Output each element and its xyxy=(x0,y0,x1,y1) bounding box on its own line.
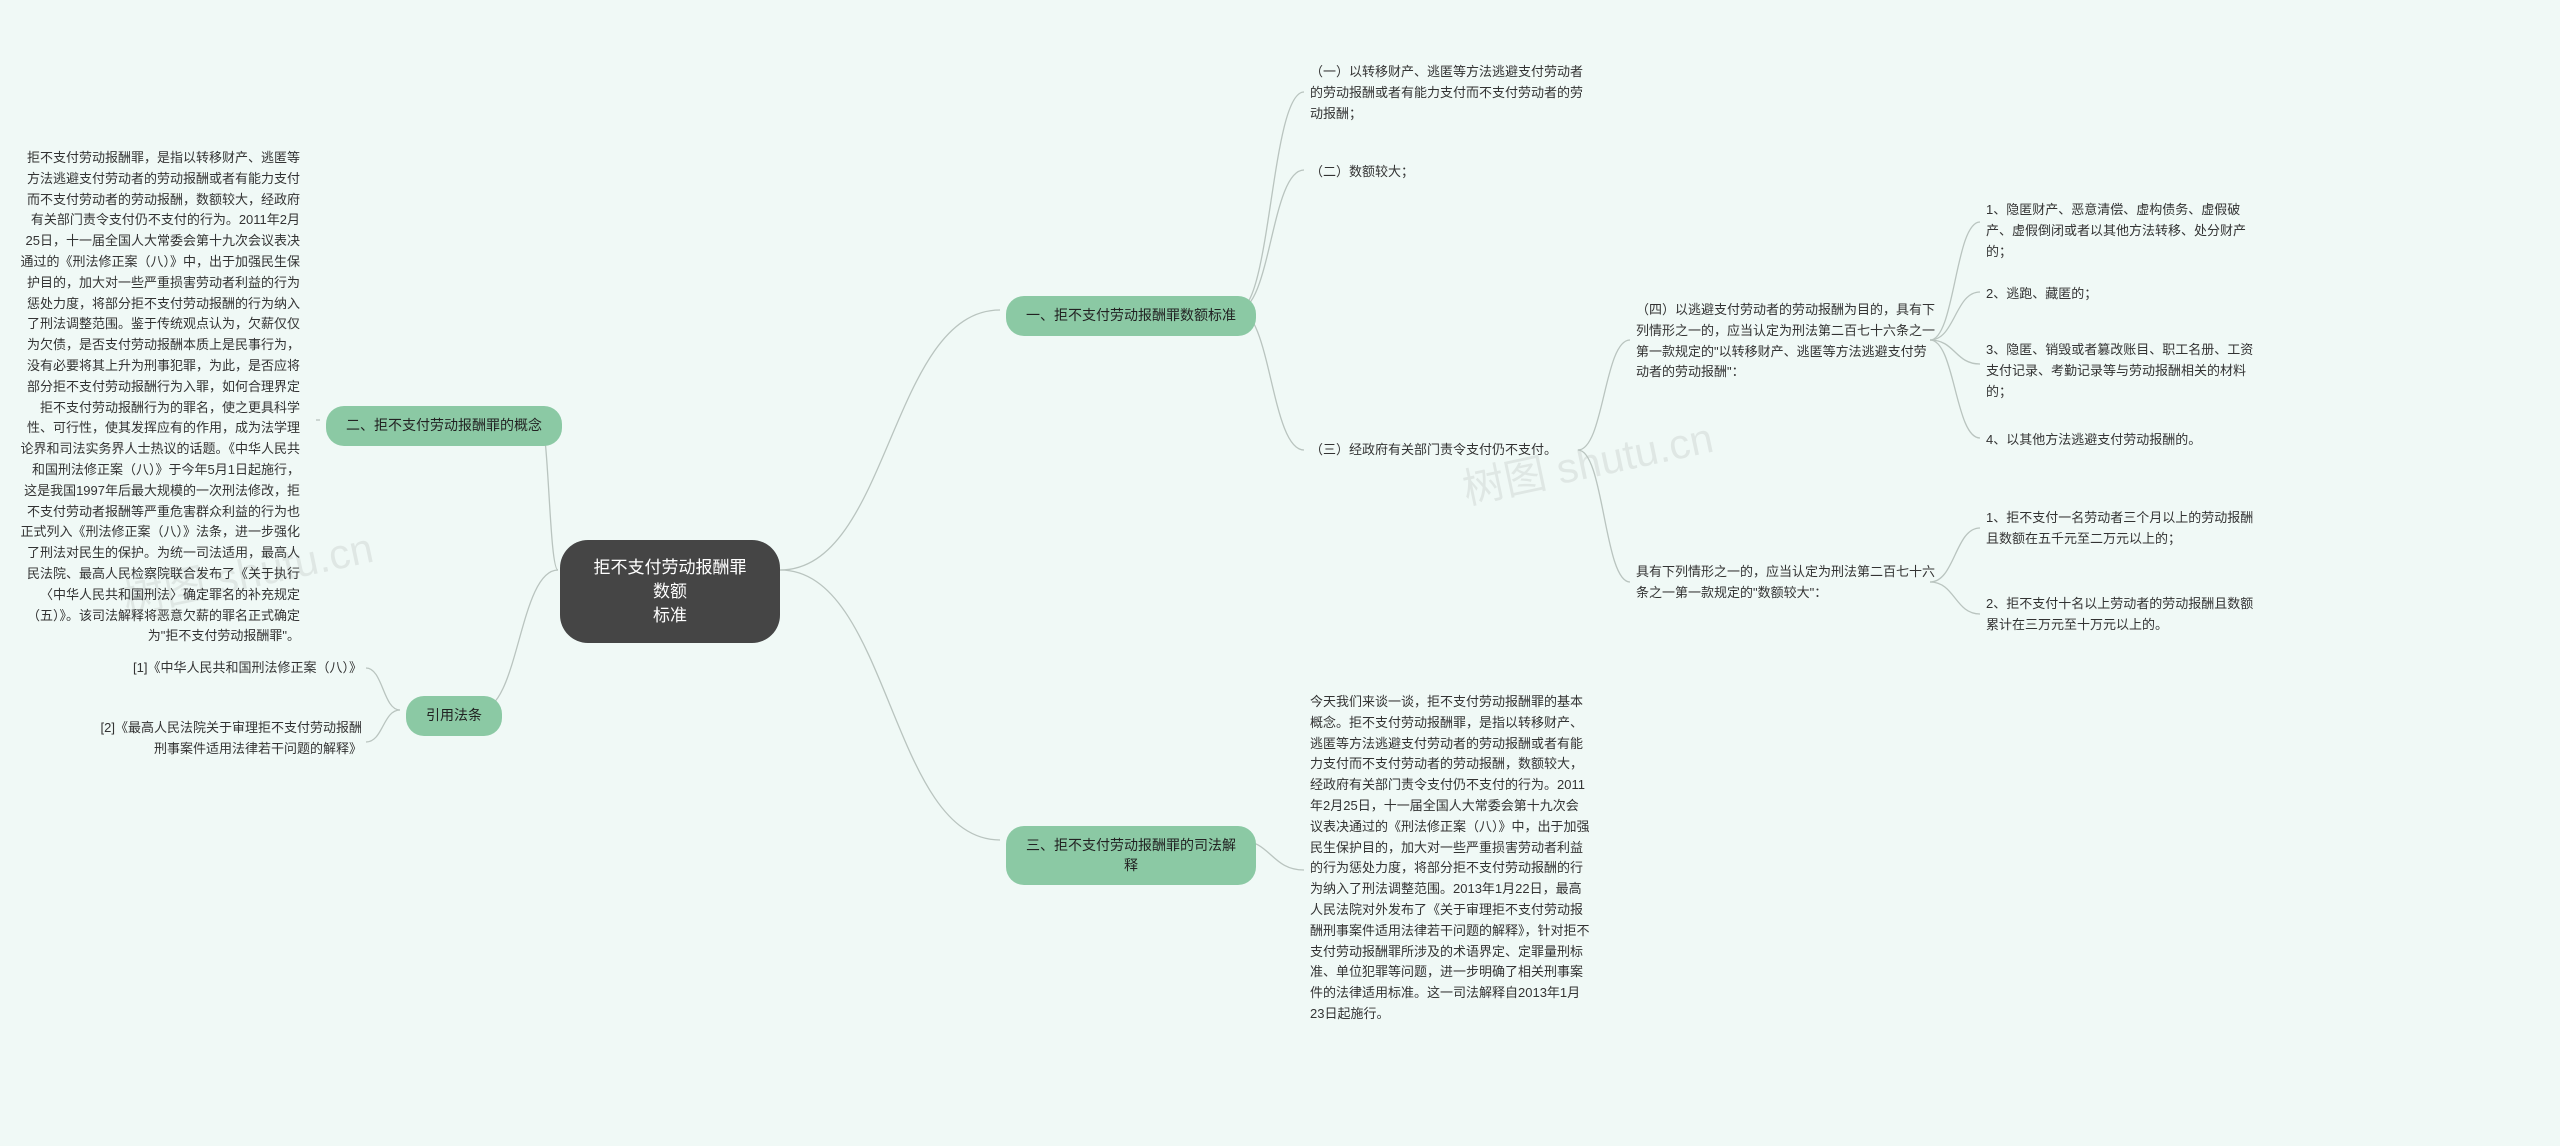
leaf-d2: 2、拒不支付十名以上劳动者的劳动报酬且数额累计在三万元至十万元以上的。 xyxy=(1986,594,2266,636)
branch-3[interactable]: 三、拒不支付劳动报酬罪的司法解 释 xyxy=(1006,826,1256,885)
branch-2[interactable]: 二、拒不支付劳动报酬罪的概念 xyxy=(326,406,562,446)
leaf-c2: 2、逃跑、藏匿的； xyxy=(1986,284,2097,305)
leaf-b3-1: 今天我们来谈一谈，拒不支付劳动报酬罪的基本概念。拒不支付劳动报酬罪，是指以转移财… xyxy=(1310,692,1590,1025)
leaf-d1: 1、拒不支付一名劳动者三个月以上的劳动报酬且数额在五千元至二万元以上的； xyxy=(1986,508,2266,550)
leaf-b4-2: [2]《最高人民法院关于审理拒不支付劳动报酬刑事案件适用法律若干问题的解释》 xyxy=(100,718,362,760)
leaf-b1-3: （三）经政府有关部门责令支付仍不支付。 xyxy=(1310,440,1557,461)
leaf-b1-2: （二）数额较大； xyxy=(1310,162,1414,183)
leaf-b1-3-1: （四）以逃避支付劳动者的劳动报酬为目的，具有下列情形之一的，应当认定为刑法第二百… xyxy=(1636,300,1936,383)
mindmap-edges xyxy=(0,0,2560,1146)
branch-4[interactable]: 引用法条 xyxy=(406,696,502,736)
leaf-b1-1: （一）以转移财产、逃匿等方法逃避支付劳动者的劳动报酬或者有能力支付而不支付劳动者… xyxy=(1310,62,1590,124)
leaf-c4: 4、以其他方法逃避支付劳动报酬的。 xyxy=(1986,430,2201,451)
leaf-b4-1: [1]《中华人民共和国刑法修正案（八）》 xyxy=(100,658,362,679)
leaf-c1: 1、隐匿财产、恶意清偿、虚构债务、虚假破产、虚假倒闭或者以其他方法转移、处分财产… xyxy=(1986,200,2266,262)
root-node[interactable]: 拒不支付劳动报酬罪数额 标准 xyxy=(560,540,780,643)
leaf-b1-3-2: 具有下列情形之一的，应当认定为刑法第二百七十六条之一第一款规定的"数额较大"： xyxy=(1636,562,1936,604)
branch-1[interactable]: 一、拒不支付劳动报酬罪数额标准 xyxy=(1006,296,1256,336)
leaf-b2-1: 拒不支付劳动报酬罪，是指以转移财产、逃匿等方法逃避支付劳动者的劳动报酬或者有能力… xyxy=(20,148,300,647)
leaf-c3: 3、隐匿、销毁或者篡改账目、职工名册、工资支付记录、考勤记录等与劳动报酬相关的材… xyxy=(1986,340,2266,402)
